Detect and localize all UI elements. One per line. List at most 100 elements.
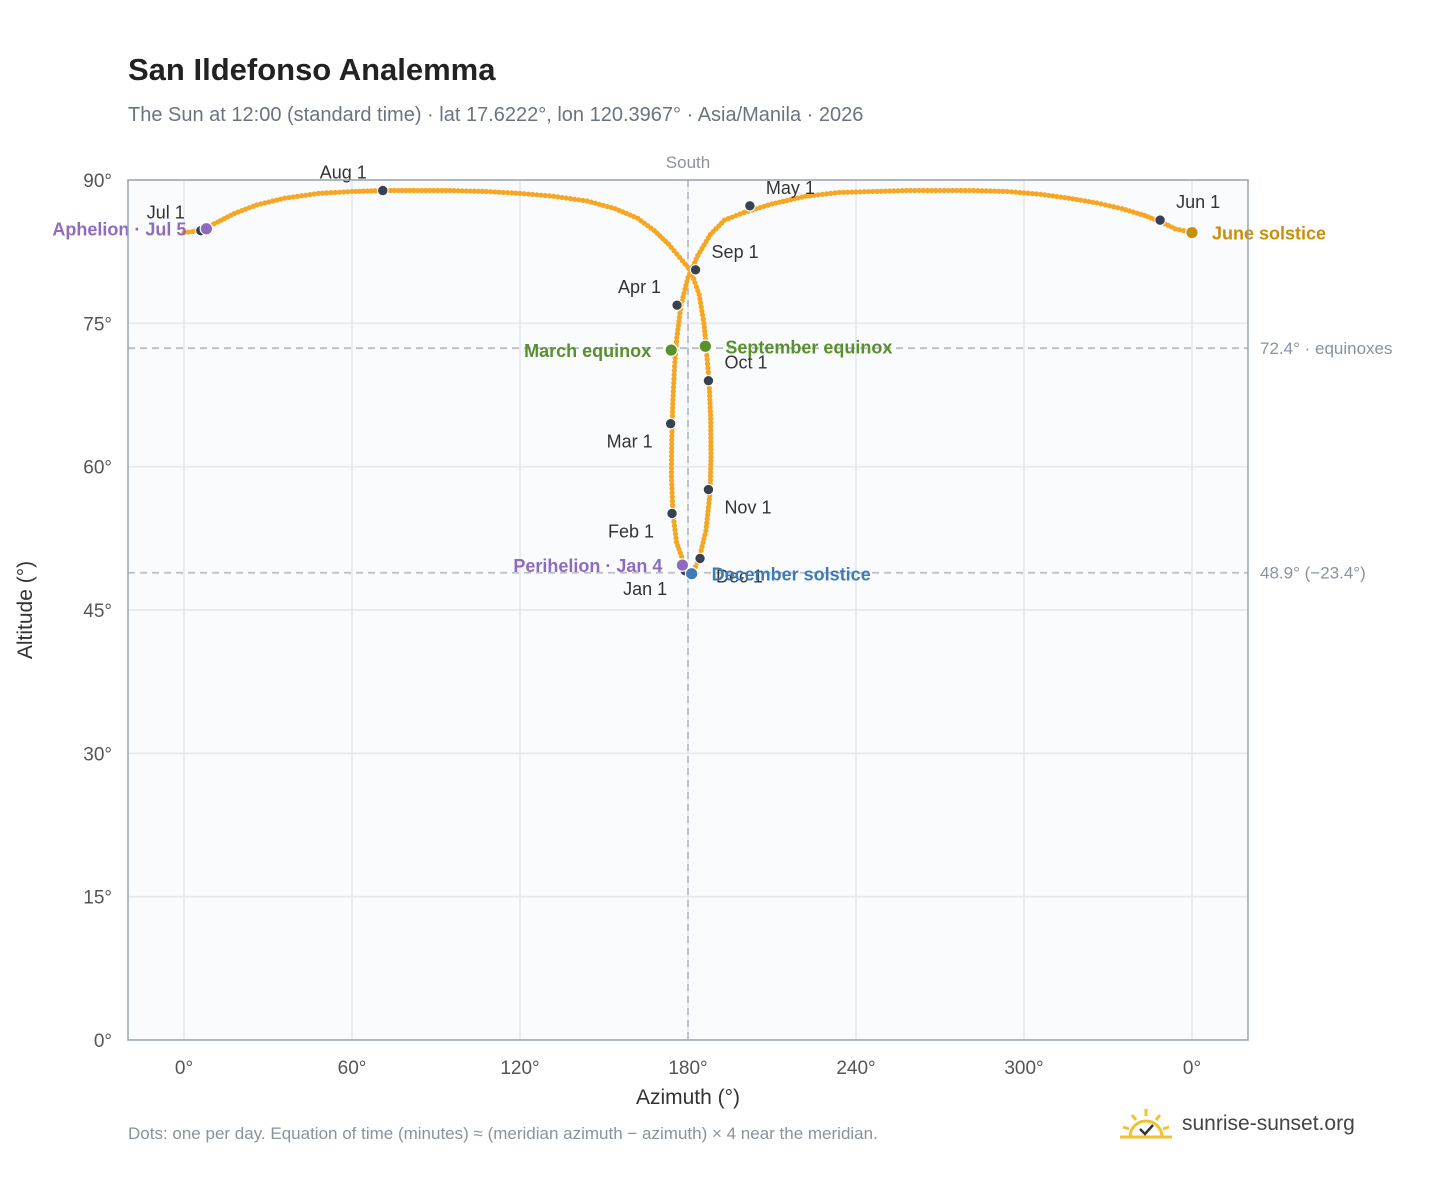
day-dot — [471, 188, 477, 194]
day-dot — [669, 413, 676, 419]
day-dot — [676, 318, 682, 325]
event-label: September equinox — [725, 337, 892, 357]
day-dot — [691, 276, 697, 282]
day-dot — [592, 200, 598, 206]
day-dot — [500, 189, 506, 196]
day-dot — [669, 409, 676, 415]
day-dot — [704, 361, 711, 367]
day-dot — [707, 412, 714, 418]
day-dot — [693, 284, 700, 290]
day-dot — [803, 193, 809, 199]
x-tick-label: 240° — [836, 1058, 875, 1079]
day-dot — [705, 369, 711, 375]
month-label: Dec 1 — [716, 566, 763, 586]
day-dot — [1021, 190, 1027, 196]
month-label: Mar 1 — [607, 432, 653, 452]
day-dot — [604, 203, 610, 210]
day-dot — [698, 547, 704, 554]
day-dot — [542, 192, 548, 199]
event-label: Aphelion · Jul 5 — [52, 220, 186, 240]
day-dot — [315, 190, 321, 196]
day-dot — [708, 454, 714, 460]
day-dot — [725, 216, 731, 222]
day-dot — [1013, 189, 1019, 195]
day-dot — [345, 189, 351, 195]
day-dot — [517, 190, 523, 196]
day-dot — [684, 278, 690, 285]
day-dot — [670, 401, 676, 407]
day-dot — [669, 437, 675, 443]
day-dot — [546, 193, 553, 199]
day-dot — [1181, 228, 1187, 234]
day-dot — [668, 473, 675, 479]
month-marker — [666, 507, 678, 520]
day-dot — [1050, 193, 1056, 199]
day-dot — [705, 504, 712, 510]
day-dot — [391, 187, 397, 194]
day-dot — [697, 300, 704, 306]
month-label: Feb 1 — [608, 521, 654, 541]
day-dot — [669, 429, 675, 435]
day-dot — [670, 388, 676, 395]
day-dot — [668, 465, 675, 471]
day-dot — [761, 203, 767, 209]
day-dot — [698, 304, 704, 310]
day-dot — [1034, 191, 1040, 197]
event-marker — [684, 566, 699, 581]
month-marker — [689, 264, 702, 276]
day-dot — [399, 187, 405, 194]
day-dot — [887, 188, 893, 194]
day-dot — [707, 401, 713, 407]
day-dot — [368, 188, 374, 194]
day-dot — [707, 477, 714, 483]
day-dot — [707, 473, 714, 479]
day-dot — [1054, 193, 1060, 200]
day-dot — [447, 187, 453, 194]
day-dot — [671, 376, 677, 382]
day-dot — [676, 314, 683, 320]
day-dot — [328, 190, 334, 196]
day-dot — [479, 188, 485, 194]
day-dot — [669, 502, 676, 508]
day-dot — [1046, 192, 1052, 199]
x-tick-label: 300° — [1004, 1058, 1043, 1079]
day-dot — [971, 187, 977, 194]
day-dot — [600, 202, 606, 208]
day-dot — [669, 494, 675, 500]
day-dot — [559, 194, 565, 201]
axes: 0° 60° 120° 180° 240° 300° 0° 0° 15° 30° 45° 60° 75°… — [83, 171, 1201, 1079]
day-dot — [431, 187, 437, 194]
day-dot — [668, 461, 675, 467]
month-label: Jun 1 — [1176, 192, 1220, 212]
day-dot — [671, 519, 677, 525]
y-tick-label: 45° — [83, 601, 112, 622]
month-marker — [1154, 214, 1166, 226]
brand[interactable]: sunrise-sunset.org — [1120, 1104, 1355, 1144]
day-dot — [845, 189, 851, 195]
month-marker — [744, 200, 756, 212]
y-tick-label: 90° — [83, 171, 112, 192]
day-dot — [891, 188, 897, 194]
day-dot — [870, 188, 876, 195]
day-dot — [765, 202, 771, 208]
day-dot — [729, 214, 735, 220]
month-label: Jan 1 — [623, 579, 667, 599]
day-dot — [538, 192, 544, 198]
y-axis-label: Altitude (°) — [14, 561, 37, 659]
day-dot — [903, 187, 910, 194]
day-dot — [672, 355, 678, 361]
day-dot — [357, 188, 363, 194]
day-dot — [455, 188, 461, 194]
day-dot — [459, 188, 465, 194]
event-marker — [1185, 225, 1199, 240]
day-dot — [874, 188, 880, 194]
day-dot — [353, 188, 359, 194]
day-dot — [721, 217, 728, 223]
day-dot — [496, 189, 502, 195]
day-dot — [920, 187, 926, 194]
day-dot — [895, 188, 901, 194]
day-dot — [407, 187, 413, 194]
brand-name: sunrise-sunset.org — [1182, 1112, 1355, 1135]
day-dot — [266, 199, 272, 205]
day-dot — [669, 477, 675, 483]
